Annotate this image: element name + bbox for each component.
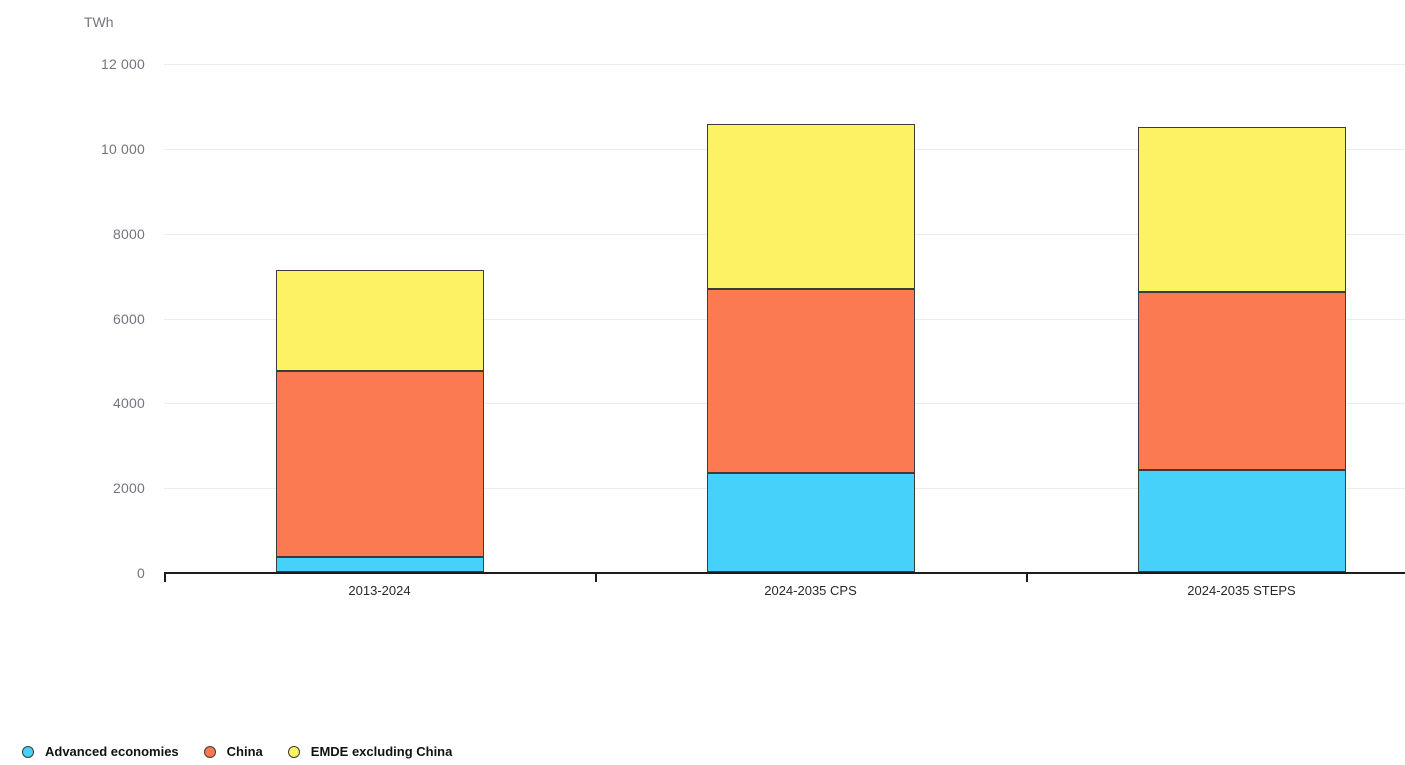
x-axis-tick-2024-2035-cps [595, 572, 597, 582]
y-axis-unit-label: TWh [84, 14, 114, 30]
legend-label-advanced-economies: Advanced economies [45, 744, 179, 759]
bar-segment-2024-2035-steps-china[interactable] [1137, 292, 1346, 471]
y-axis-tick-label-6000: 6000 [113, 310, 145, 327]
gridline-12000 [164, 64, 1405, 65]
bar-segment-2024-2035-steps-emde-excluding-china[interactable] [1137, 127, 1346, 293]
y-axis-tick-label-12000: 12 000 [100, 56, 145, 72]
bar-segment-2024-2035-cps-emde-excluding-china[interactable] [706, 124, 915, 290]
legend-item-advanced-economies[interactable]: Advanced economies [22, 744, 179, 759]
category-label-2013-2024: 2013-2024 [348, 583, 411, 598]
bar-segment-2024-2035-cps-china[interactable] [706, 289, 915, 473]
x-axis-line [164, 572, 1405, 574]
legend-item-emde-excluding-china[interactable]: EMDE excluding China [287, 744, 453, 759]
x-axis-tick-2024-2035-steps [1026, 572, 1028, 582]
y-axis-tick-label-0: 0 [137, 565, 145, 581]
bar-segment-2013-2024-advanced-economies[interactable] [275, 556, 484, 572]
y-axis-tick-label-4000: 4000 [113, 395, 145, 412]
legend-color-dot-advanced-economies [22, 745, 34, 758]
x-axis-tick-2013-2024 [164, 572, 166, 582]
y-axis-tick-label-8000: 8000 [113, 225, 145, 242]
y-axis-tick-label-10000: 10 000 [100, 140, 145, 157]
bar-segment-2024-2035-cps-advanced-economies[interactable] [706, 472, 915, 572]
category-label-2024-2035-cps: 2024-2035 CPS [764, 583, 857, 598]
legend-label-emde-excluding-china: EMDE excluding China [310, 744, 453, 759]
category-label-2024-2035-steps: 2024-2035 STEPS [1187, 583, 1296, 598]
legend-color-dot-emde-excluding-china [287, 745, 300, 758]
bar-segment-2013-2024-emde-excluding-china[interactable] [275, 269, 484, 371]
bar-segment-2013-2024-china[interactable] [275, 370, 484, 557]
y-axis-tick-label-2000: 2000 [113, 480, 145, 497]
bar-segment-2024-2035-steps-advanced-economies[interactable] [1137, 470, 1346, 572]
chart-legend: Advanced economies China EMDE excluding Ch… [22, 744, 452, 759]
legend-item-china[interactable]: China [203, 744, 263, 759]
legend-color-dot-china [203, 745, 216, 758]
legend-label-china: China [226, 744, 263, 759]
